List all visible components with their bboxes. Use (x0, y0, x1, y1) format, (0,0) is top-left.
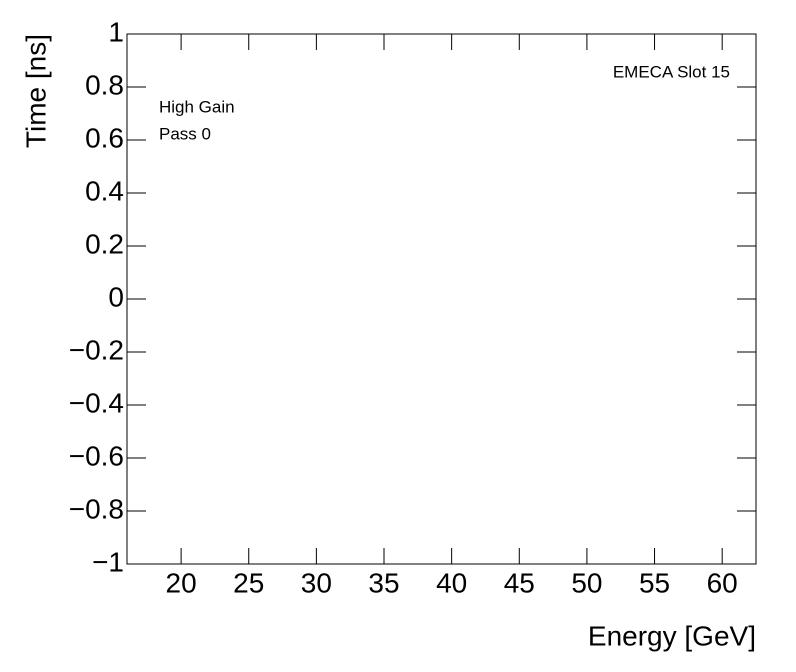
x-tick-label: 50 (571, 567, 602, 598)
x-tick-label: 60 (707, 567, 738, 598)
y-tick-label: −0.6 (69, 440, 124, 471)
y-axis-title: Time [ns] (20, 34, 51, 148)
x-tick-label: 35 (368, 567, 399, 598)
x-tick-label: 30 (301, 567, 332, 598)
annotation: High Gain (159, 97, 235, 116)
x-tick-label: 55 (639, 567, 670, 598)
y-tick-label: 1 (108, 16, 124, 47)
x-tick-label: 25 (233, 567, 264, 598)
y-tick-label: 0.8 (85, 69, 124, 100)
y-tick-label: −0.8 (69, 493, 124, 524)
y-tick-label: 0.4 (85, 175, 124, 206)
annotation: Pass 0 (159, 124, 211, 143)
x-axis-title: Energy [GeV] (588, 620, 756, 651)
y-tick-label: 0 (108, 281, 124, 312)
x-tick-label: 40 (436, 567, 467, 598)
x-tick-label: 45 (504, 567, 535, 598)
x-tick-label: 20 (166, 567, 197, 598)
y-tick-label: −1 (92, 546, 124, 577)
y-tick-label: 0.2 (85, 228, 124, 259)
y-tick-label: 0.6 (85, 122, 124, 153)
y-tick-label: −0.2 (69, 334, 124, 365)
chart-title: EMECA Slot 15 (613, 62, 730, 81)
y-tick-label: −0.4 (69, 387, 124, 418)
